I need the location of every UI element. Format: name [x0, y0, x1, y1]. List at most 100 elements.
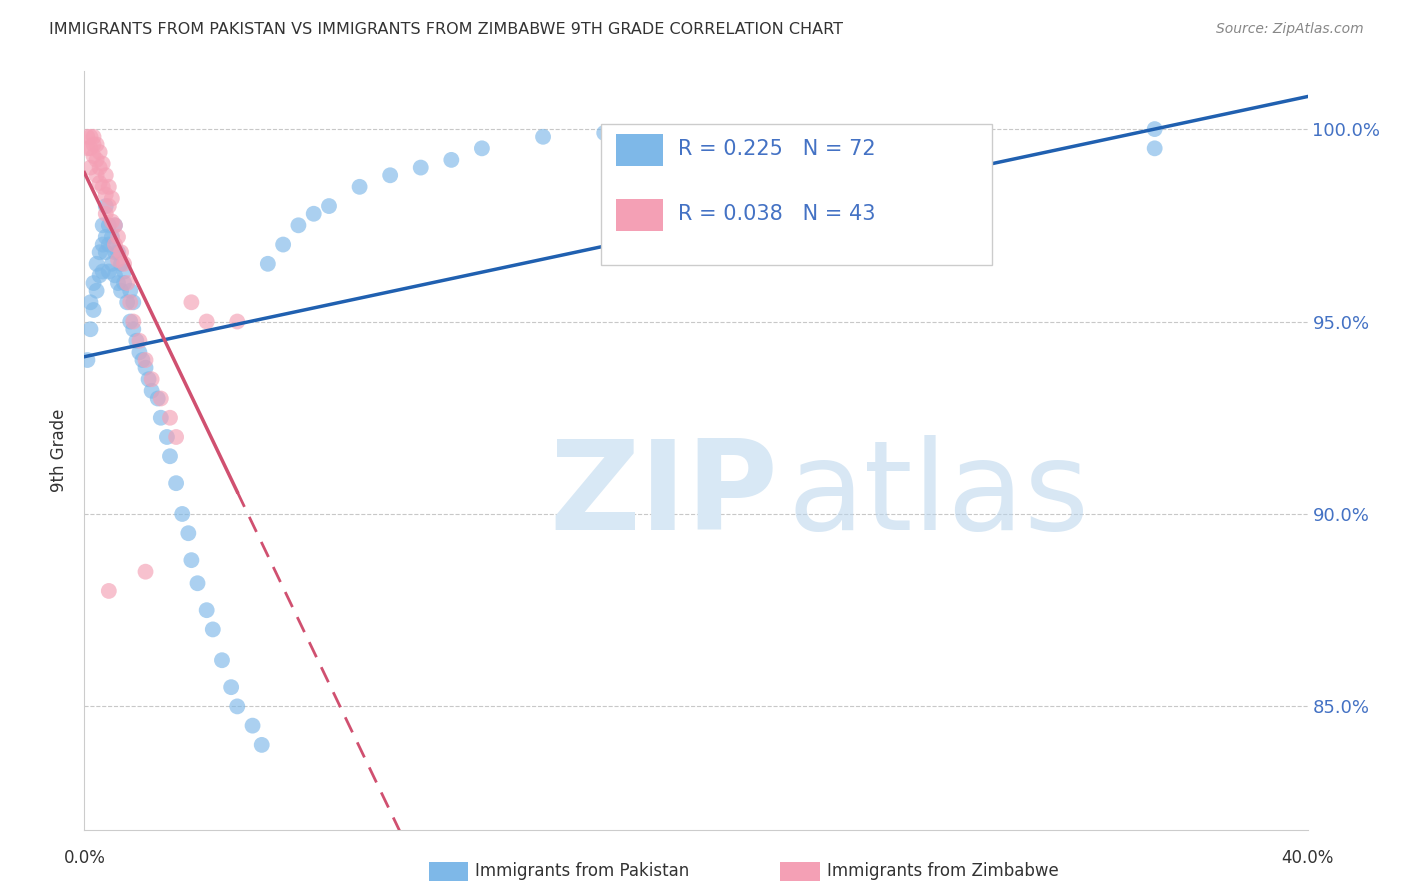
Point [91, 237, 114, 252]
Point [165, 430, 187, 444]
Text: Immigrants from Zimbabwe: Immigrants from Zimbabwe [827, 863, 1059, 880]
Point [97, 264, 120, 278]
Point [201, 623, 224, 637]
Text: Immigrants from Pakistan: Immigrants from Pakistan [475, 863, 689, 880]
Point [97, 219, 120, 233]
Text: IMMIGRANTS FROM PAKISTAN VS IMMIGRANTS FROM ZIMBABWE 9TH GRADE CORRELATION CHART: IMMIGRANTS FROM PAKISTAN VS IMMIGRANTS F… [49, 22, 844, 37]
Point [76, 129, 98, 144]
Point [1143, 122, 1166, 136]
Point [79, 322, 101, 336]
Point [83, 129, 105, 144]
Point [97, 179, 120, 194]
FancyBboxPatch shape [616, 199, 664, 230]
Y-axis label: 9th Grade: 9th Grade [51, 409, 69, 492]
Point [156, 430, 179, 444]
Point [409, 161, 432, 175]
Point [94, 168, 117, 182]
Point [287, 219, 309, 233]
Point [83, 276, 105, 290]
Point [593, 126, 616, 140]
Point [318, 199, 340, 213]
Point [110, 245, 132, 260]
Point [128, 345, 150, 359]
Point [271, 237, 294, 252]
Point [101, 257, 124, 271]
Text: ZIP: ZIP [550, 435, 778, 557]
Point [104, 268, 127, 283]
Point [242, 719, 264, 733]
Point [135, 353, 157, 368]
Point [471, 141, 494, 155]
Point [89, 145, 111, 160]
Point [110, 284, 132, 298]
Point [89, 161, 111, 175]
Point [89, 176, 111, 190]
Text: 0.0%: 0.0% [63, 849, 105, 867]
Point [141, 384, 163, 398]
Point [685, 129, 707, 144]
Point [101, 214, 124, 228]
Point [89, 245, 111, 260]
Point [125, 334, 148, 348]
Point [83, 149, 105, 163]
Point [186, 576, 208, 591]
Point [180, 553, 202, 567]
Point [91, 179, 114, 194]
Point [531, 129, 554, 144]
Point [79, 141, 101, 155]
Point [349, 179, 371, 194]
Point [128, 334, 150, 348]
Point [83, 137, 105, 152]
Point [97, 199, 120, 213]
Point [89, 268, 111, 283]
Point [112, 257, 135, 271]
Point [76, 353, 98, 368]
Point [226, 314, 249, 328]
Point [898, 161, 921, 175]
Point [146, 392, 169, 406]
Point [219, 680, 242, 694]
Point [94, 245, 117, 260]
Point [250, 738, 273, 752]
Point [211, 653, 233, 667]
Point [120, 314, 142, 328]
Point [91, 219, 114, 233]
Point [115, 295, 138, 310]
Point [94, 199, 117, 213]
Point [120, 295, 142, 310]
Point [257, 257, 280, 271]
Point [86, 153, 108, 167]
Point [104, 219, 127, 233]
Point [86, 257, 108, 271]
Point [110, 257, 132, 271]
Point [159, 449, 181, 463]
Point [172, 507, 194, 521]
Text: Source: ZipAtlas.com: Source: ZipAtlas.com [1216, 22, 1364, 37]
Point [177, 526, 200, 541]
Point [195, 314, 218, 328]
Point [226, 699, 249, 714]
Point [141, 372, 163, 386]
Point [131, 353, 153, 368]
Point [79, 295, 101, 310]
Point [180, 295, 202, 310]
Point [76, 141, 98, 155]
FancyBboxPatch shape [600, 125, 993, 265]
Point [91, 157, 114, 171]
Point [195, 603, 218, 617]
Point [380, 168, 402, 182]
Point [83, 303, 105, 318]
Point [122, 295, 145, 310]
Point [107, 276, 129, 290]
Point [165, 476, 187, 491]
Point [302, 207, 325, 221]
Point [94, 187, 117, 202]
Point [79, 161, 101, 175]
Point [86, 137, 108, 152]
Point [104, 245, 127, 260]
Point [1143, 141, 1166, 155]
Point [79, 129, 101, 144]
Point [159, 410, 181, 425]
Point [91, 264, 114, 278]
Text: R = 0.225   N = 72: R = 0.225 N = 72 [678, 139, 876, 160]
